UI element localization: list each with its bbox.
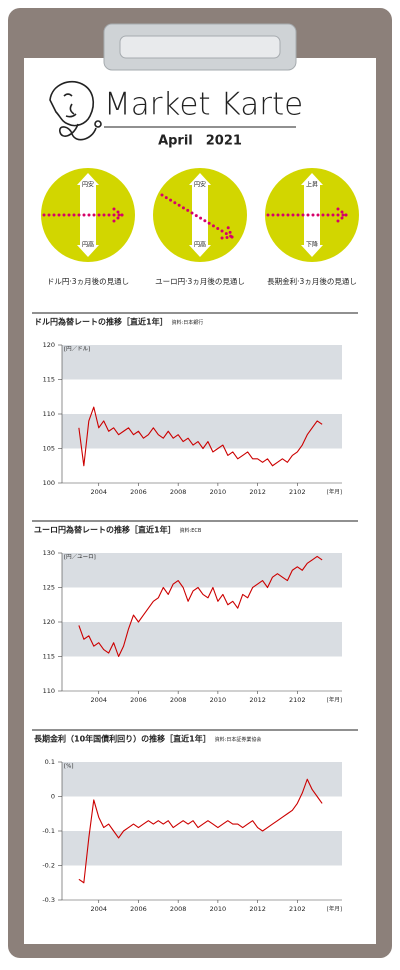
y-tick-label: 120 — [43, 618, 55, 626]
x-tick-label: 2008 — [170, 488, 187, 496]
x-tick-label: 2102 — [289, 696, 306, 704]
x-tick-label: 2012 — [249, 905, 266, 913]
y-tick-label: -0.1 — [42, 827, 55, 835]
chart-title: 長期金利（10年国債利回り）の推移［直近1年］ — [34, 734, 211, 744]
x-tick-label: 2006 — [130, 696, 147, 704]
x-axis-label: [年月] — [327, 696, 342, 704]
logo — [49, 80, 102, 141]
x-tick-label: 2010 — [210, 488, 227, 496]
chart-source: 資料:日本証券業協会 — [215, 736, 262, 743]
grid-band — [62, 414, 342, 449]
outlook-bottom-label: 下降 — [306, 241, 318, 249]
y-tick-label: 105 — [43, 445, 55, 453]
y-axis-label: [%] — [64, 764, 74, 770]
y-tick-label: 110 — [43, 410, 55, 418]
header-title: Market Karte — [104, 87, 303, 123]
outlook-scale-arrow — [189, 173, 211, 257]
outlook-arrow-head — [334, 206, 348, 217]
outlook-caption: ユーロ円·3ヵ月後の見通し — [155, 276, 245, 286]
outlook-bottom-label: 円高 — [82, 241, 94, 249]
outlook-arrow-head — [218, 235, 234, 240]
data-line — [78, 406, 323, 467]
grid-band — [62, 622, 342, 657]
outlook-arrow-head — [110, 213, 124, 224]
x-tick-label: 2102 — [289, 488, 306, 496]
y-tick-label: -0.2 — [42, 862, 55, 870]
y-tick-label: 110 — [43, 687, 55, 695]
outlook-bottom-label: 円高 — [194, 241, 206, 249]
y-axis-label: [円／ドル] — [64, 346, 90, 353]
chart-source: 資料:ECB — [180, 527, 202, 534]
chart-source: 資料:日本銀行 — [172, 319, 204, 326]
x-tick-label: 2006 — [130, 905, 147, 913]
outlook-arrow — [160, 193, 234, 239]
x-axis-label: [年月] — [327, 905, 342, 913]
outlook-top-label: 上昇 — [306, 181, 318, 189]
chart-title: ドル円為替レートの推移［直近1年］ — [34, 317, 168, 327]
y-tick-label: 0 — [51, 793, 55, 801]
x-axis-label: [年月] — [327, 488, 342, 496]
y-tick-label: -0.3 — [42, 896, 55, 904]
outlook-top-label: 円安 — [194, 181, 206, 189]
clip-inner — [119, 35, 281, 59]
grid-band — [62, 762, 342, 797]
chart-title: ユーロ円為替レートの推移［直近1年］ — [34, 525, 176, 535]
x-tick-label: 2004 — [90, 696, 107, 704]
x-tick-label: 2006 — [130, 488, 147, 496]
outlook-caption: 長期金利·3ヵ月後の見通し — [267, 276, 357, 286]
y-tick-label: 120 — [43, 341, 55, 349]
x-tick-label: 2010 — [210, 905, 227, 913]
header-subtitle: April 2021 — [158, 134, 242, 149]
x-tick-label: 2008 — [170, 696, 187, 704]
y-tick-label: 0.1 — [45, 758, 55, 766]
x-tick-label: 2102 — [289, 905, 306, 913]
y-tick-label: 125 — [43, 584, 55, 592]
y-tick-label: 115 — [43, 653, 55, 661]
y-tick-label: 115 — [43, 376, 55, 384]
x-tick-label: 2012 — [249, 488, 266, 496]
data-line — [78, 778, 323, 884]
grid-band — [62, 345, 342, 380]
x-tick-label: 2004 — [90, 488, 107, 496]
y-tick-label: 100 — [43, 479, 55, 487]
y-axis-label: [円／ユーロ] — [64, 554, 96, 561]
outlook-arrow-head — [225, 224, 234, 239]
outlook-caption: ドル円·3ヵ月後の見通し — [47, 276, 129, 286]
y-tick-label: 130 — [43, 549, 55, 557]
outlook-arrow-head — [334, 213, 348, 224]
x-tick-label: 2010 — [210, 696, 227, 704]
grid-band — [62, 553, 342, 588]
outlook-arrow-head — [110, 206, 124, 217]
x-tick-label: 2004 — [90, 905, 107, 913]
x-tick-label: 2012 — [249, 696, 266, 704]
grid-band — [62, 831, 342, 866]
outlook-top-label: 円安 — [82, 181, 94, 189]
x-tick-label: 2008 — [170, 905, 187, 913]
data-line — [78, 555, 323, 658]
